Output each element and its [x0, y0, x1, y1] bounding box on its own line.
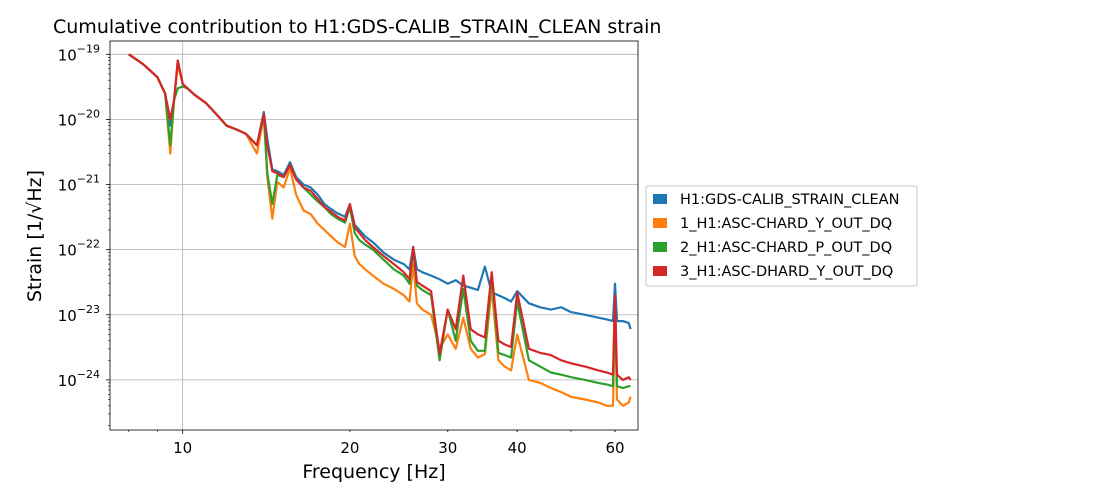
legend-swatch: [653, 242, 667, 252]
x-tick-label: 10: [173, 439, 192, 457]
y-tick-base: 10: [58, 111, 77, 129]
y-tick-label: 10−22: [58, 238, 100, 260]
legend-swatch: [653, 194, 667, 204]
series-line-3: [128, 53, 632, 381]
x-tick-label: 40: [508, 439, 527, 457]
grid: [110, 41, 638, 430]
y-tick-base: 10: [58, 242, 77, 260]
legend-frame: [645, 185, 918, 287]
y-tick-base: 10: [58, 46, 77, 64]
y-tick-label: 10−24: [58, 368, 100, 390]
plot-frame: [109, 40, 639, 431]
chart-title: Cumulative contribution to H1:GDS-CALIB_…: [53, 16, 661, 38]
y-tick-exponent: −22: [77, 238, 100, 251]
legend-label: H1:GDS-CALIB_STRAIN_CLEAN: [680, 192, 899, 208]
legend-label: 1_H1:ASC-CHARD_Y_OUT_DQ: [680, 216, 892, 232]
legend-label: 3_H1:ASC-DHARD_Y_OUT_DQ: [680, 264, 893, 280]
y-tick-label: 10−20: [58, 107, 100, 129]
y-tick-base: 10: [58, 307, 77, 325]
x-tick-label: 60: [605, 439, 624, 457]
y-tick-label: 10−19: [58, 42, 100, 64]
legend-swatch: [653, 218, 667, 228]
y-tick-exponent: −24: [77, 368, 100, 381]
y-tick-label: 10−23: [58, 303, 100, 325]
x-tick-label: 20: [340, 439, 359, 457]
x-axis: 10 20 30 40 60: [128, 430, 625, 457]
legend: H1:GDS-CALIB_STRAIN_CLEAN 1_H1:ASC-CHARD_…: [645, 185, 918, 287]
x-axis-label: Frequency [Hz]: [302, 461, 445, 483]
y-tick-base: 10: [58, 177, 77, 195]
y-tick-base: 10: [58, 372, 77, 390]
y-tick-exponent: −20: [77, 107, 100, 120]
y-tick-exponent: −23: [77, 303, 100, 316]
series-group: [128, 53, 632, 407]
y-axis-label: Strain [1/√Hz]: [24, 170, 46, 302]
legend-swatch: [653, 266, 667, 276]
x-tick-label: 30: [438, 439, 457, 457]
y-tick-label: 10−21: [58, 173, 100, 195]
y-tick-exponent: −19: [77, 42, 100, 55]
legend-label: 2_H1:ASC-CHARD_P_OUT_DQ: [680, 240, 892, 256]
y-tick-exponent: −21: [77, 173, 100, 186]
